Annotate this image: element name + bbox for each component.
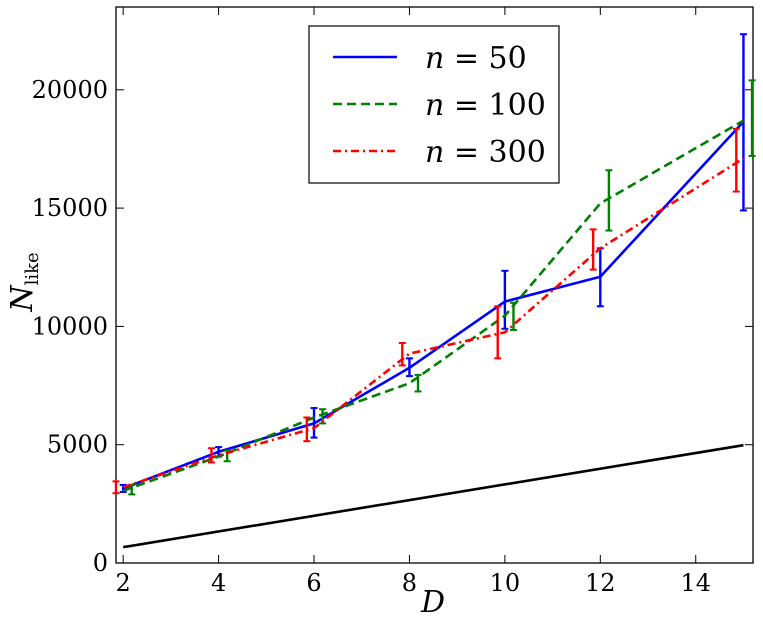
legend-label: n = 100 (425, 88, 546, 123)
y-tick-label: 10000 (32, 312, 108, 340)
y-axis-label: Nlike (5, 252, 43, 312)
error-bar (414, 373, 422, 393)
y-tick-label: 15000 (32, 194, 108, 222)
legend-label: n = 300 (425, 135, 546, 170)
error-bar (207, 447, 215, 464)
legend-variable: n (425, 88, 444, 123)
error-bar (501, 269, 509, 330)
error-bar (310, 407, 318, 439)
error-bar (398, 341, 406, 367)
error-bar (739, 33, 747, 212)
tick-labels: 2 4 6 8 10 12 14 0 5000 10000 15000 20000 (32, 76, 711, 597)
error-bar (589, 228, 597, 271)
x-tick-label: 12 (585, 569, 616, 597)
series-line (122, 157, 745, 489)
series-reference (122, 443, 744, 549)
x-tick-label: 10 (490, 569, 521, 597)
x-tick-label: 4 (211, 569, 226, 597)
y-tick-label: 20000 (32, 76, 108, 104)
y-axis-label-sub: like (22, 252, 43, 285)
error-bar (732, 127, 740, 193)
error-bar (405, 357, 413, 378)
series-line (122, 443, 744, 549)
legend-label: n = 50 (425, 41, 527, 76)
x-axis-label: D (420, 585, 445, 620)
series-n-300 (112, 127, 745, 495)
y-axis-label-main: N (5, 284, 40, 313)
error-bar (303, 416, 311, 443)
plot-area (115, 6, 754, 564)
error-bar (494, 305, 502, 360)
x-tick-label: 14 (680, 569, 711, 597)
error-bar (112, 480, 120, 495)
series-line (122, 119, 745, 493)
series-layer (112, 33, 756, 549)
legend-variable: n (425, 135, 444, 170)
x-tick-label: 8 (402, 569, 417, 597)
x-tick-label: 6 (306, 569, 321, 597)
series-n-100 (122, 79, 756, 496)
error-bar (509, 301, 517, 331)
y-tick-label: 5000 (47, 431, 108, 459)
error-bar (605, 169, 613, 232)
legend: n = 50 n = 100 n = 300 (308, 25, 560, 184)
error-bar (748, 79, 756, 158)
x-tick-label: 2 (116, 569, 131, 597)
legend-variable: n (425, 41, 444, 76)
y-tick-label: 0 (93, 549, 108, 577)
